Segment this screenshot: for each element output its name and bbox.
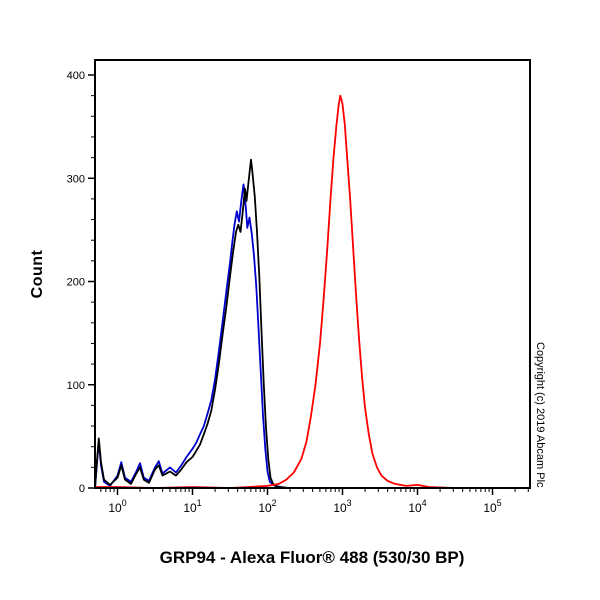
y-axis-label: Count [29,249,46,299]
x-tick-label: 101 [183,498,201,515]
x-axis-ticks: 100 101 102 103 104 105 [100,488,529,515]
x-tick-label: 100 [108,498,126,515]
plot-border [94,59,531,489]
y-tick-label: 0 [79,483,85,495]
y-tick-label: 300 [67,173,85,185]
series-group [94,94,530,489]
x-tick-label: 105 [483,498,501,515]
y-tick-label: 200 [67,277,85,289]
series-red-histogram [95,94,530,489]
series-blue-histogram [94,183,530,489]
chart-title: GRP94 - Alexa Fluor® 488 (530/30 BP) [159,548,465,567]
x-tick-label: 102 [258,498,276,515]
x-tick-label: 103 [333,498,351,515]
y-tick-label: 100 [67,380,85,392]
x-tick-label: 104 [408,498,426,515]
y-axis-ticks: 0 100 200 300 400 [67,70,95,495]
y-tick-label: 400 [67,70,85,82]
copyright-text: Copyright (c) 2019 Abcam Plc [534,342,546,488]
series-black-histogram [94,158,530,489]
